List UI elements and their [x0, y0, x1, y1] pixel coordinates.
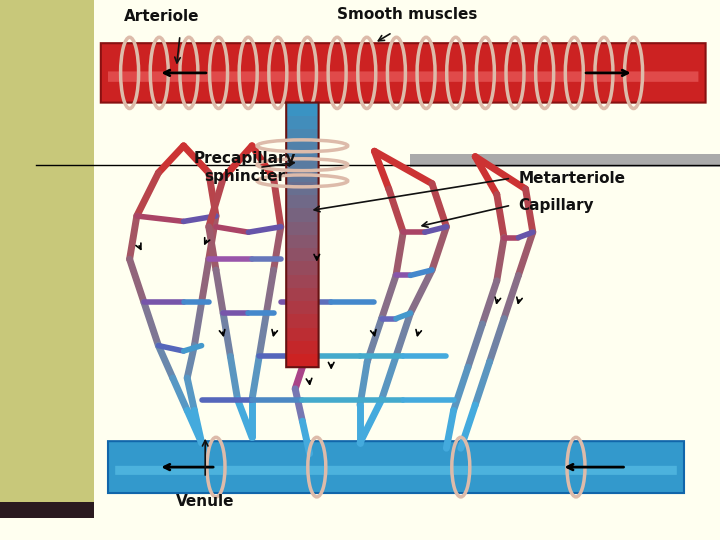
Bar	[287, 340, 318, 354]
Text: Metarteriole: Metarteriole	[518, 171, 626, 186]
Bar	[287, 234, 318, 248]
Bar	[0, 0, 94, 508]
Bar	[287, 287, 318, 301]
Text: Capillary: Capillary	[518, 198, 594, 213]
Bar	[287, 313, 318, 327]
FancyBboxPatch shape	[101, 43, 706, 103]
Bar	[287, 326, 318, 341]
Bar	[287, 102, 318, 116]
FancyBboxPatch shape	[108, 441, 684, 493]
Bar	[287, 300, 318, 314]
Text: Precapillary
sphincter: Precapillary sphincter	[194, 151, 296, 184]
Bar	[287, 247, 318, 261]
Bar	[287, 194, 318, 208]
Bar	[287, 274, 318, 288]
Text: Arteriole: Arteriole	[125, 9, 199, 24]
Bar	[287, 128, 318, 142]
Bar	[287, 353, 318, 367]
Bar	[287, 115, 318, 129]
Bar	[287, 154, 318, 168]
Bar	[410, 154, 720, 167]
Bar	[287, 181, 318, 195]
FancyBboxPatch shape	[108, 71, 698, 82]
FancyBboxPatch shape	[115, 466, 677, 475]
Bar	[287, 260, 318, 275]
Text: Venule: Venule	[176, 494, 235, 509]
Bar	[0, 502, 94, 518]
Bar	[287, 221, 318, 235]
Text: Smooth muscles: Smooth muscles	[337, 6, 477, 22]
Bar	[287, 207, 318, 222]
Bar	[287, 141, 318, 156]
Bar	[287, 167, 318, 182]
